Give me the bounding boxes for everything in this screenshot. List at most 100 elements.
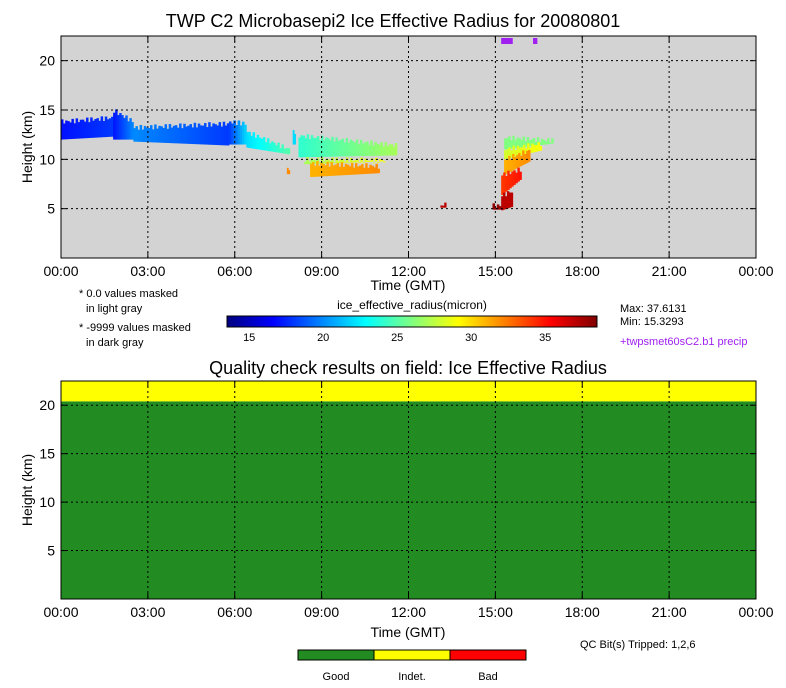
cloud-cell	[141, 129, 145, 142]
qc-chart-title: Quality check results on field: Ice Effe…	[209, 358, 607, 378]
cloud-cell	[312, 159, 316, 164]
cloud-cell	[510, 150, 513, 158]
cloud-cell	[327, 159, 330, 164]
cloud-cell	[361, 164, 364, 175]
cloud-cell	[237, 120, 241, 145]
qc-legend-label: Indet.	[398, 671, 426, 683]
cloud-cell	[364, 142, 367, 157]
cloud-cell	[442, 205, 445, 208]
cloud-cell	[373, 167, 376, 174]
cloud-cell	[381, 160, 384, 162]
cloud-cell	[277, 142, 280, 153]
cloud-cell	[90, 117, 93, 138]
cloud-cell	[320, 162, 323, 177]
x-tick-label: 18:00	[565, 263, 600, 279]
precip-mark	[501, 38, 513, 44]
cloud-cell	[283, 148, 287, 154]
cloud-cell	[162, 127, 165, 143]
cloud-cell	[279, 148, 282, 153]
cloud-cell	[527, 143, 530, 154]
cloud-cell	[139, 124, 143, 142]
cloud-cell	[325, 158, 328, 164]
cloud-cell	[505, 176, 508, 192]
cloud-cell	[302, 135, 306, 158]
cloud-cell	[345, 157, 349, 163]
cloud-cell	[348, 166, 352, 175]
cloud-cell	[294, 133, 296, 145]
cloud-cell	[345, 138, 349, 157]
cloud-cell	[352, 167, 356, 175]
cloud-cell	[181, 128, 184, 144]
cloud-cell	[164, 124, 168, 143]
cloud-cell	[187, 125, 190, 144]
cloud-cell	[506, 191, 510, 209]
cloud-cell	[337, 161, 340, 164]
cloud-cell	[318, 165, 321, 177]
cloud-cell	[365, 163, 368, 174]
cloud-cell	[335, 157, 338, 164]
cloud-cell	[536, 137, 540, 146]
cloud-cell	[349, 158, 353, 163]
qc-legend-label: Bad	[478, 671, 498, 683]
colorbar-tick-label: 30	[465, 332, 477, 344]
cloud-cell	[316, 161, 319, 177]
qc-y-axis-ticks: 5 10 15 20	[39, 397, 756, 559]
cloud-cell	[524, 153, 527, 164]
cloud-cell	[308, 161, 311, 165]
cloud-cell	[362, 143, 365, 157]
y-tick-label: 15	[39, 102, 55, 118]
cloud-cell	[347, 142, 351, 157]
cloud-cell	[170, 127, 174, 144]
cloud-cell	[143, 125, 147, 143]
cloud-cell	[522, 144, 526, 155]
cloud-cell	[228, 121, 232, 145]
cloud-cell	[244, 124, 247, 145]
cloud-cell	[226, 123, 230, 146]
cloud-cell	[518, 138, 521, 148]
cloud-cell	[504, 150, 507, 160]
top-x-axis-label: Time (GMT)	[371, 277, 446, 293]
cloud-cell	[331, 157, 334, 164]
cloud-cell	[526, 137, 530, 147]
cloud-cell	[355, 163, 358, 175]
cloud-cell	[73, 123, 76, 139]
top-cloud-regions	[61, 109, 554, 211]
cloud-cell	[524, 141, 528, 147]
cloud-cell	[543, 139, 546, 145]
cloud-cell	[498, 206, 502, 210]
cloud-cell	[183, 123, 186, 144]
note-zero-mask-line1: * 0.0 values masked	[79, 288, 178, 300]
cloud-cell	[310, 158, 313, 165]
qc-x-axis-label: Time (GMT)	[371, 624, 446, 640]
cloud-cell	[206, 127, 209, 145]
x-tick-label: 12:00	[391, 604, 426, 620]
cloud-cell	[545, 141, 548, 145]
cloud-cell	[262, 137, 266, 151]
top-precip-marks	[501, 38, 538, 44]
cloud-cell	[440, 205, 443, 208]
cloud-cell	[129, 118, 132, 140]
cloud-cell	[368, 160, 372, 162]
cloud-cell	[528, 140, 532, 147]
y-tick-label: 20	[39, 53, 55, 69]
cloud-cell	[172, 125, 176, 144]
cloud-cell	[394, 143, 398, 156]
cloud-cell	[492, 203, 496, 210]
qc-grid	[61, 381, 756, 599]
y-tick-label: 10	[39, 494, 55, 510]
cloud-cell	[360, 157, 363, 163]
x-tick-label: 00:00	[43, 604, 78, 620]
cloud-cell	[504, 138, 507, 150]
cloud-cell	[516, 145, 520, 157]
cloud-cell	[111, 116, 114, 137]
cloud-cell	[83, 121, 87, 139]
cloud-cell	[306, 134, 310, 158]
cloud-cell	[386, 146, 390, 156]
cloud-cell	[388, 144, 392, 156]
cloud-cell	[166, 128, 170, 143]
y-tick-label: 5	[47, 201, 55, 217]
cloud-cell	[191, 127, 195, 145]
cloud-cell	[131, 122, 134, 140]
cloud-cell	[125, 115, 128, 140]
